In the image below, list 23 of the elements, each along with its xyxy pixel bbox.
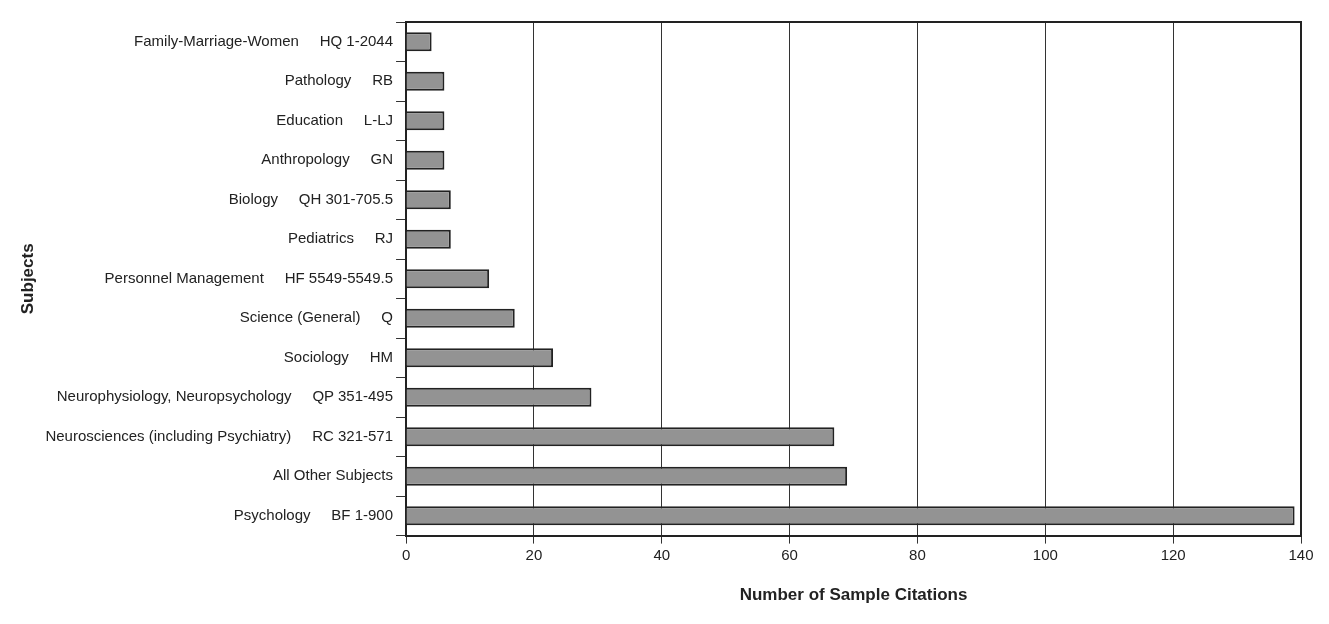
y-tick-label: All Other Subjects	[272, 466, 394, 484]
y-tick-label: Pathology RB	[284, 71, 394, 89]
y-tick-label: Neurosciences (including Psychiatry) RC 321-571	[45, 426, 394, 444]
y-tick-label: Biology QH 301-705.5	[228, 189, 394, 207]
y-tick-label: Anthropology GN	[261, 150, 394, 168]
x-tick-label: 20	[525, 545, 543, 563]
x-tick-label: 40	[653, 545, 671, 563]
x-tick-label: 100	[1032, 545, 1058, 563]
y-tick-label: Personnel Management HF 5549-5549.5	[104, 268, 394, 286]
x-tick-label: 140	[1288, 545, 1314, 563]
x-axis-title: Number of Sample Citations	[739, 585, 968, 605]
x-tick-label: 80	[909, 545, 926, 563]
y-tick-label: Education L-LJ	[276, 110, 394, 128]
y-tick-label: Sociology HM	[283, 347, 394, 365]
y-axis-title: Subjects	[17, 243, 37, 315]
y-tick-label: Family-Marriage-Women HQ 1-2044	[134, 31, 394, 49]
y-tick-label: Neurophysiology, Neuropsychology QP 351-495	[56, 387, 394, 405]
y-tick-label: Science (General) Q	[239, 308, 394, 326]
x-tick-label: 120	[1160, 545, 1186, 563]
y-tick-label: Psychology BF 1-900	[233, 505, 394, 523]
x-tick-label: 0	[401, 545, 411, 563]
y-tick-label: Pediatrics RJ	[288, 229, 394, 247]
x-tick-label: 60	[781, 545, 798, 563]
